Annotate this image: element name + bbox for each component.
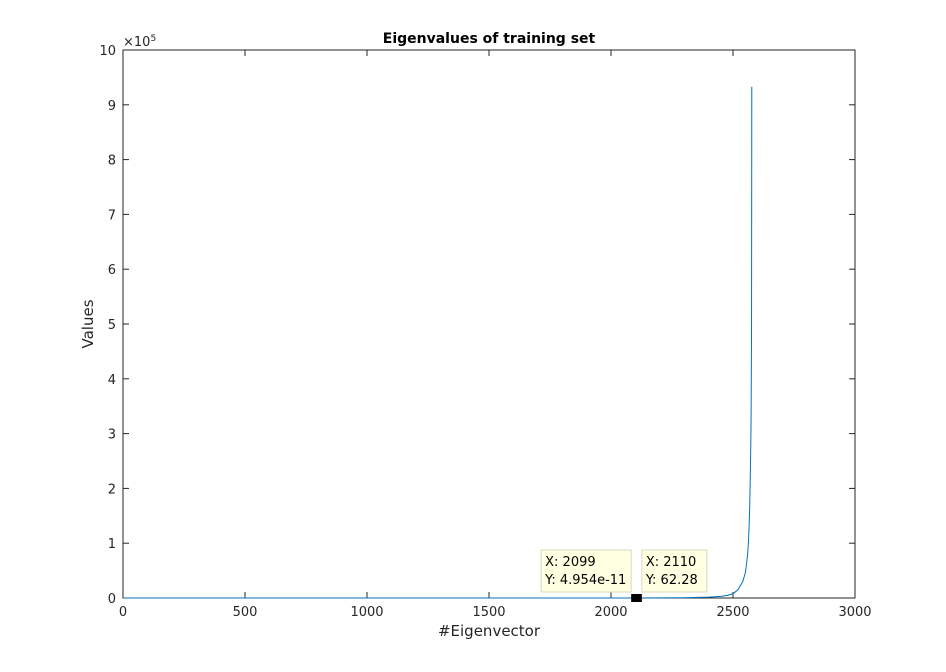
y-tick-label: 8	[108, 154, 116, 169]
y-tick-label: 9	[108, 99, 116, 114]
x-tick-label: 0	[119, 605, 127, 620]
y-tick-label: 7	[108, 208, 116, 223]
y-axis-exponent: ×105	[123, 34, 156, 50]
chart-title: Eigenvalues of training set	[383, 31, 596, 47]
datatips-group[interactable]: X: 2099 Y: 4.954e-11 X: 2110 Y: 62.28	[540, 549, 708, 602]
y-exponent-power: 5	[150, 34, 156, 44]
y-tick-label: 3	[108, 428, 116, 443]
datatip-box	[641, 549, 708, 593]
axes-box	[122, 49, 856, 599]
x-tick-label: 2000	[594, 605, 627, 620]
datatip-marker[interactable]	[633, 593, 642, 602]
datatip-x-text: X: 2099	[545, 555, 596, 570]
y-tick-label: 0	[108, 592, 116, 607]
x-axis-label: #Eigenvector	[438, 622, 541, 640]
y-tick-label: 10	[99, 44, 116, 59]
y-tick-label: 1	[108, 537, 116, 552]
datatip[interactable]: X: 2099 Y: 4.954e-11	[540, 549, 640, 602]
y-exponent-base: ×10	[123, 35, 150, 50]
y-tick-label: 6	[108, 263, 116, 278]
y-tick-label: 5	[108, 318, 116, 333]
x-tick-label: 3000	[838, 605, 871, 620]
datatip-y-text: Y: 62.28	[645, 573, 698, 588]
datatip[interactable]: X: 2110 Y: 62.28	[633, 549, 708, 602]
tick-labels-group: 0 500 1000 1500 2000 2500 3000 0 1 2 3 4 5 6 7 8 9 10	[99, 44, 871, 620]
x-tick-label: 1500	[472, 605, 505, 620]
datatip-y-text: Y: 4.954e-11	[544, 573, 626, 588]
datatip-x-text: X: 2110	[646, 555, 697, 570]
series-group	[123, 86, 753, 599]
y-tick-label: 4	[108, 373, 116, 388]
y-axis-label: Values	[79, 299, 97, 348]
y-tick-label: 2	[108, 482, 116, 497]
x-tick-label: 1000	[350, 605, 383, 620]
x-tick-label: 500	[233, 605, 258, 620]
datatip-box	[540, 549, 632, 593]
x-tick-label: 2500	[716, 605, 749, 620]
series-line	[123, 86, 753, 599]
